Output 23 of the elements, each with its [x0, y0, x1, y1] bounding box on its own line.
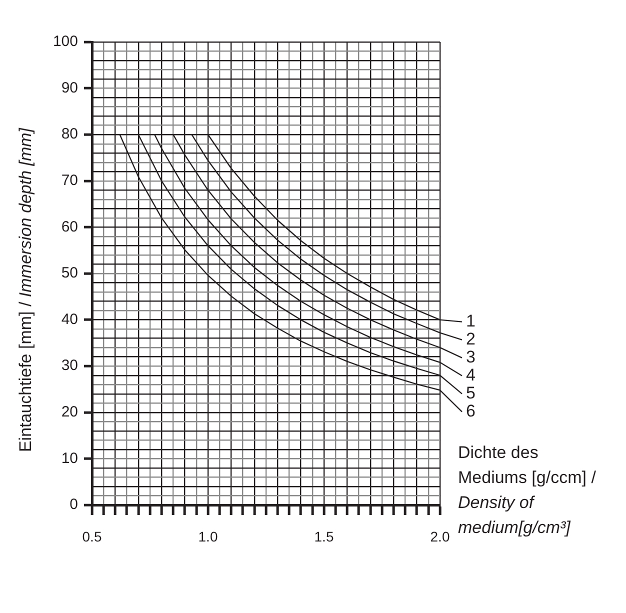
legend-label: 3: [466, 347, 476, 366]
x-tick-label: 0.5: [82, 528, 102, 544]
series-label: 6: [466, 401, 476, 420]
legend-label: 2: [466, 329, 476, 348]
x-tick-label: 1.0: [198, 528, 218, 544]
y-tick-label: 40: [61, 310, 78, 328]
legend-label: 4: [466, 365, 476, 384]
x-axis-title: Dichte des Mediums [g/ccm] / Density of medium[g/cm³]: [458, 443, 596, 537]
legend-label: 5: [466, 383, 476, 402]
legend-label: 1: [466, 311, 476, 330]
y-tick-label: 50: [61, 264, 78, 282]
y-tick-label: 70: [61, 172, 78, 190]
y-tick-label: 30: [61, 357, 78, 374]
y-tick-label: 0: [70, 496, 78, 514]
y-tick-label: 60: [61, 218, 78, 236]
y-tick-label: 10: [61, 450, 78, 467]
x-tick-label: 2.0: [430, 528, 450, 544]
y-tick-label: 90: [61, 79, 78, 96]
x-tick-label: 1.5: [314, 528, 334, 544]
y-tick-label: 80: [61, 126, 78, 143]
y-tick-label: 20: [61, 404, 78, 421]
y-axis-title: Eintauchtiefe [mm] / Immersion depth [mm]: [16, 128, 35, 452]
y-tick-label: 100: [52, 33, 78, 50]
